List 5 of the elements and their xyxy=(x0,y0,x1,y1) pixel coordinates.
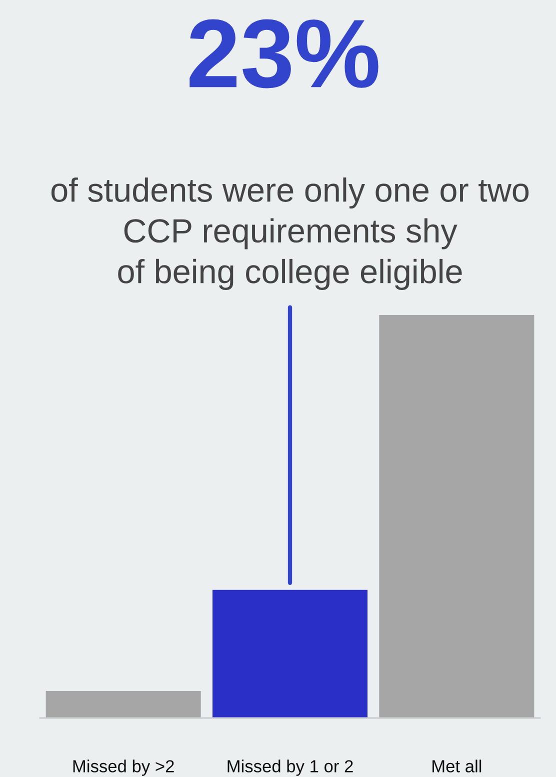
x-tick-label: Missed by >2 xyxy=(73,760,174,776)
x-tick-label: Missed by 1 or 2 xyxy=(228,760,353,776)
chart-title: 23% xyxy=(190,19,378,88)
x-tick-label: Met all xyxy=(432,760,482,772)
annotation: of students were only one or two CCP requirements shy of being college eligible xyxy=(51,177,529,290)
